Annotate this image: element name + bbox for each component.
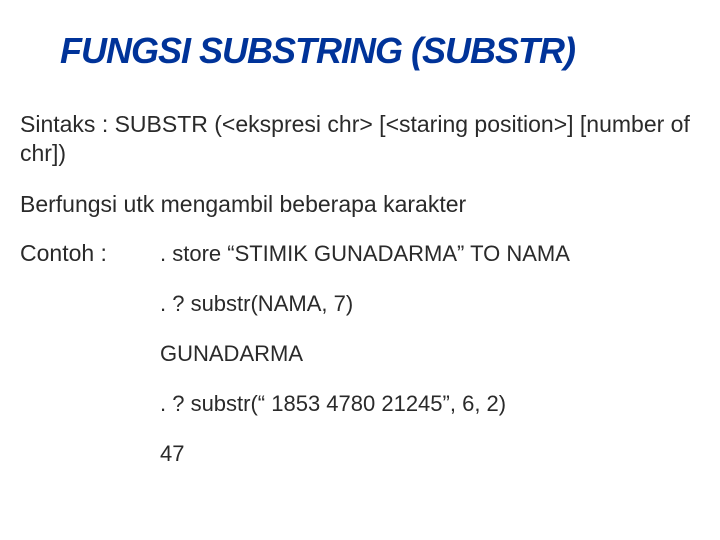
example-line: . store “STIMIK GUNADARMA” TO NAMA bbox=[160, 241, 570, 267]
example-line: . ? substr(“ 1853 4780 21245”, 6, 2) bbox=[160, 391, 700, 417]
example-line: GUNADARMA bbox=[160, 341, 700, 367]
example-label: Contoh : bbox=[20, 240, 160, 267]
example-line: . ? substr(NAMA, 7) bbox=[160, 291, 700, 317]
slide-container: FUNGSI SUBSTRING (SUBSTR) Sintaks : SUBS… bbox=[0, 0, 720, 540]
example-line: 47 bbox=[160, 441, 700, 467]
slide-title: FUNGSI SUBSTRING (SUBSTR) bbox=[20, 30, 700, 72]
description-text: Berfungsi utk mengambil beberapa karakte… bbox=[20, 190, 700, 219]
example-row: Contoh : . store “STIMIK GUNADARMA” TO N… bbox=[20, 240, 700, 291]
examples-block: . ? substr(NAMA, 7) GUNADARMA . ? substr… bbox=[20, 291, 700, 467]
syntax-text: Sintaks : SUBSTR (<ekspresi chr> [<stari… bbox=[20, 110, 700, 168]
